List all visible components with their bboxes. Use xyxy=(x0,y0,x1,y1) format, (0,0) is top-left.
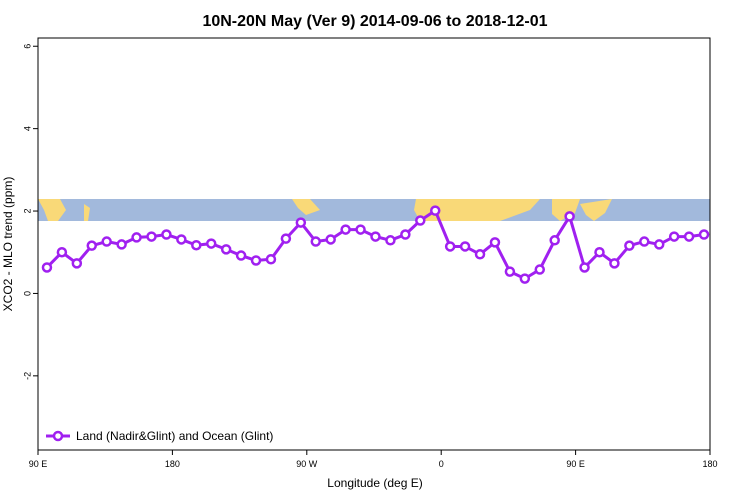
data-point xyxy=(370,231,381,242)
x-axis-label: Longitude (deg E) xyxy=(327,476,422,490)
x-tick-label: 90 E xyxy=(29,459,48,469)
data-point xyxy=(280,233,292,244)
data-point xyxy=(191,239,202,251)
data-point xyxy=(56,246,68,258)
data-point xyxy=(549,235,560,246)
data-point xyxy=(579,262,590,273)
data-point xyxy=(265,253,277,265)
x-tick-label: 180 xyxy=(702,459,717,469)
legend-marker xyxy=(52,430,64,442)
data-point xyxy=(310,236,322,247)
data-point xyxy=(340,224,351,235)
data-point xyxy=(624,240,635,251)
data-point xyxy=(176,234,187,245)
data-point xyxy=(86,240,98,251)
data-point xyxy=(519,273,531,284)
data-point xyxy=(415,215,426,226)
x-tick-label: 90 E xyxy=(566,459,585,469)
map-strip xyxy=(38,199,710,221)
x-tick-label: 180 xyxy=(165,459,180,469)
data-point xyxy=(534,264,546,275)
data-point xyxy=(594,246,605,258)
data-point xyxy=(116,239,127,250)
data-point xyxy=(161,229,172,240)
data-point xyxy=(220,244,232,255)
data-point xyxy=(205,238,217,249)
y-tick-label: -2 xyxy=(22,372,32,380)
data-point xyxy=(698,229,710,240)
data-point xyxy=(474,249,486,260)
y-tick-label: 4 xyxy=(22,126,32,131)
data-point xyxy=(639,236,650,247)
data-point xyxy=(489,237,501,248)
x-tick-label: 0 xyxy=(439,459,444,469)
data-point xyxy=(564,211,575,222)
data-point xyxy=(609,258,620,269)
data-point xyxy=(504,266,516,277)
data-point xyxy=(459,241,471,252)
legend-label: Land (Nadir&Glint) and Ocean (Glint) xyxy=(76,429,273,443)
y-tick-label: 2 xyxy=(22,209,32,214)
data-point xyxy=(146,231,157,242)
data-point xyxy=(385,235,396,246)
data-point xyxy=(325,234,336,245)
data-point xyxy=(653,239,665,250)
chart-title: 10N-20N May (Ver 9) 2014-09-06 to 2018-1… xyxy=(202,13,547,30)
data-point xyxy=(400,229,411,240)
x-tick-label: 90 W xyxy=(296,459,318,469)
data-point xyxy=(101,236,112,247)
data-point xyxy=(668,231,680,242)
data-point xyxy=(131,232,142,243)
y-tick-label: 6 xyxy=(22,44,32,49)
data-point xyxy=(235,250,247,261)
y-axis-label: XCO2 - MLO trend (ppm) xyxy=(1,177,15,312)
data-point xyxy=(295,217,307,228)
data-point xyxy=(429,205,441,216)
data-point xyxy=(250,255,262,266)
data-point xyxy=(41,262,53,273)
plot-frame xyxy=(37,37,711,451)
data-point xyxy=(71,258,83,269)
data-point xyxy=(444,241,456,252)
y-tick-label: 0 xyxy=(22,291,32,296)
data-point xyxy=(355,224,366,235)
data-point xyxy=(683,231,695,242)
